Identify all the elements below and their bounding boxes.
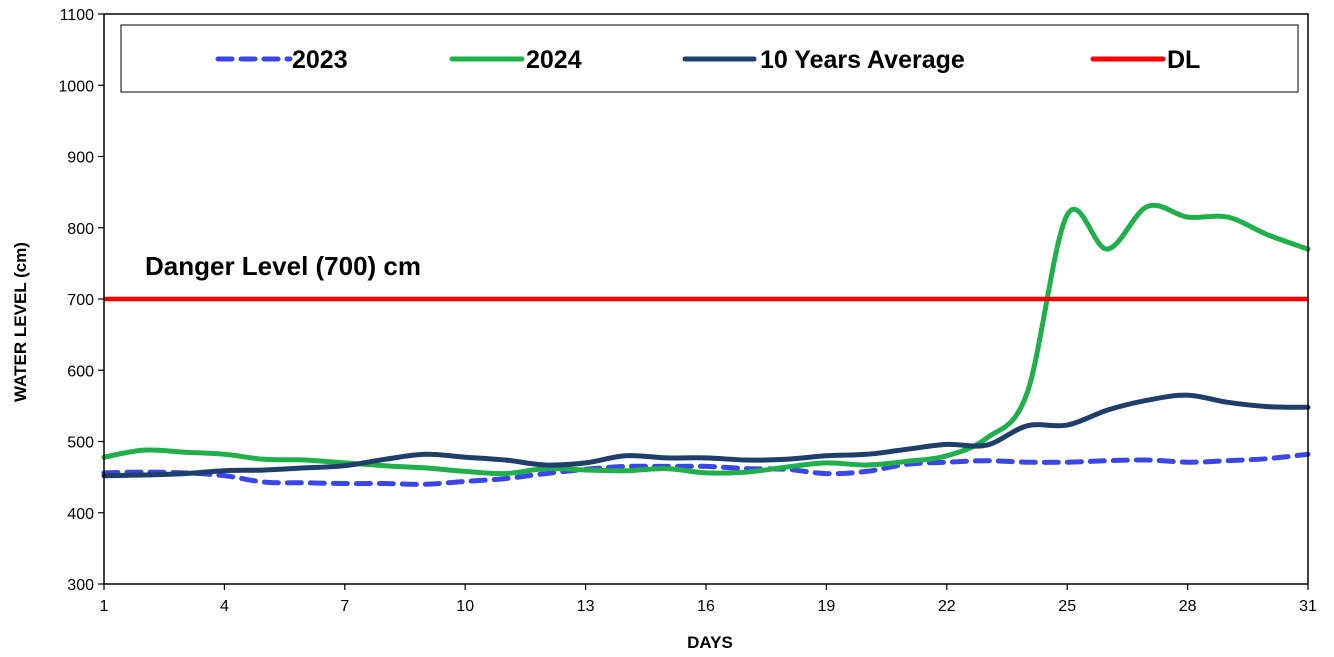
x-tick-label: 10 [456,598,474,615]
y-tick-label: 900 [67,150,94,167]
x-axis-ticks: 1 4 7 10 13 16 19 22 25 28 31 [100,584,1317,615]
y-tick-label: 700 [67,292,94,309]
x-tick-label: 19 [818,598,836,615]
x-tick-label: 22 [938,598,956,615]
plot-area-border [103,13,1309,585]
y-tick-label: 300 [67,577,94,594]
danger-level-annotation: Danger Level (700) cm [145,251,421,281]
legend-label-2023: 2023 [292,46,348,74]
legend-label-dl: DL [1167,46,1200,74]
y-axis-ticks: 300 400 500 600 700 800 900 1000 1100 [58,7,104,594]
legend: 2023 2024 10 Years Average DL [120,24,1299,93]
x-tick-label: 13 [577,598,595,615]
series-line-2024 [101,202,1311,477]
y-axis-title: WATER LEVEL (cm) [11,242,30,402]
x-tick-label: 1 [100,598,109,615]
y-tick-label: 500 [67,435,94,452]
y-tick-label: 800 [67,221,94,238]
y-tick-label: 1000 [58,78,94,95]
legend-label-10-years-average: 10 Years Average [760,46,965,74]
y-tick-label: 1100 [60,7,95,24]
x-tick-label: 16 [697,598,715,615]
series-line-10-years-average [101,392,1311,479]
y-tick-label: 400 [67,506,94,523]
x-axis-title: DAYS [687,633,733,652]
y-tick-label: 600 [67,363,94,380]
legend-label-2024: 2024 [526,46,582,74]
x-tick-label: 4 [220,598,229,615]
series-lines [101,202,1311,487]
x-tick-label: 25 [1058,598,1076,615]
x-tick-label: 28 [1179,598,1197,615]
series-line-2023 [101,451,1311,487]
x-tick-label: 7 [340,598,349,615]
x-tick-label: 31 [1299,598,1317,615]
